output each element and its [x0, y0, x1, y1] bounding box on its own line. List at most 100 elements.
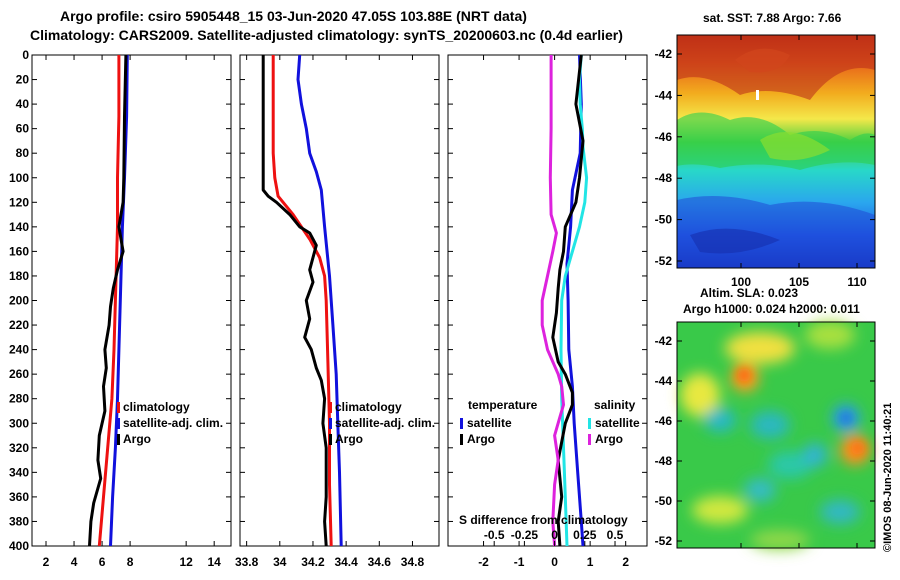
- depth-tick-label: 60: [16, 122, 30, 136]
- series-climatology: [97, 55, 121, 546]
- lat-tick-label: -48: [655, 454, 673, 468]
- legend-swatch: [117, 418, 120, 429]
- x-tick-label: -2: [478, 555, 489, 569]
- lat-tick-label: -42: [655, 334, 673, 348]
- lat-tick-label: -46: [655, 130, 673, 144]
- x-tick-label: 1: [587, 555, 594, 569]
- legend-label: satellite-adj. clim.: [335, 416, 435, 430]
- depth-tick-label: 340: [9, 465, 29, 479]
- lon-tick-label: 105: [789, 275, 809, 289]
- x-tick-label: 34.8: [401, 555, 425, 569]
- x-tick-label: 34.6: [368, 555, 392, 569]
- depth-tick-label: 120: [9, 195, 29, 209]
- legends: climatology satellite-adj. clim. Argo clima…: [117, 398, 640, 446]
- lon-tick-label: 110: [847, 275, 867, 289]
- sst-map-frame: [676, 34, 876, 269]
- series-argo: [88, 55, 128, 546]
- x-tick-label: 33.8: [235, 555, 259, 569]
- legend-swatch: [460, 434, 463, 445]
- series-s-argo: [540, 55, 565, 546]
- sst-map: [677, 35, 875, 268]
- lat-tick-label: -44: [655, 374, 673, 388]
- legend-label: Argo: [467, 432, 495, 446]
- s-difference-label: S difference from climatology: [459, 513, 628, 527]
- lat-tick-label: -52: [655, 534, 673, 548]
- difference_from_climatology-series-group: [540, 55, 589, 546]
- legend-title-temperature: temperature: [468, 398, 538, 412]
- depth-tick-label: 280: [9, 392, 29, 406]
- temperature-panel-frame: [31, 54, 232, 547]
- lat-tick-label: -50: [655, 213, 673, 227]
- sla-map-frame: [676, 321, 876, 549]
- legend-swatch: [329, 434, 332, 445]
- x-tick-label: 6: [99, 555, 106, 569]
- legend-swatch: [329, 402, 332, 413]
- x-tick-label: 0: [551, 555, 558, 569]
- x-tick-label: 2: [43, 555, 50, 569]
- x-axes: 2 4 6 8 12 14 33.8 34 34.2 34.4 34.6 34.8 -2 -1 0 1 2: [43, 55, 629, 569]
- legend-label: Argo: [595, 432, 623, 446]
- depth-tick-label: 160: [9, 244, 29, 258]
- legend-label: satellite: [595, 416, 640, 430]
- legend-label: satellite-adj. clim.: [123, 416, 223, 430]
- legend-swatch: [460, 418, 463, 429]
- legend-title-salinity: salinity: [594, 398, 636, 412]
- s-diff-tick-label: -0.5: [484, 528, 505, 542]
- imos-credit: ©IMOS 08-Jun-2020 11:40:21: [882, 403, 894, 552]
- x-tick-label: 4: [71, 555, 78, 569]
- sla-map-axes: -42 -44 -46 -48 -50 -52: [655, 322, 875, 548]
- legend-label: Argo: [335, 432, 363, 446]
- legend-label: climatology: [335, 400, 402, 414]
- depth-axis: 0 20 40 60 80 100 120 140 160 180 200 220 240 260 280 3…: [9, 48, 647, 553]
- difference-panel-frame: [447, 54, 648, 547]
- sst-caption: sat. SST: 7.88 Argo: 7.66: [703, 11, 842, 25]
- x-tick-label: 14: [208, 555, 222, 569]
- title-line-2: Climatology: CARS2009. Satellite-adjuste…: [30, 27, 623, 43]
- legend-label: climatology: [123, 400, 190, 414]
- legend-swatch: [588, 418, 591, 429]
- x-tick-label: 34.2: [301, 555, 325, 569]
- depth-tick-label: 80: [16, 146, 30, 160]
- series-argo: [261, 55, 328, 546]
- depth-tick-label: 400: [9, 539, 29, 553]
- title-line-1: Argo profile: csiro 5905448_15 03-Jun-20…: [60, 8, 527, 24]
- series-t-satellite: [565, 55, 585, 546]
- depth-tick-label: 40: [16, 97, 30, 111]
- depth-tick-label: 220: [9, 318, 29, 332]
- lat-tick-label: -42: [655, 47, 673, 61]
- legend-swatch: [117, 402, 120, 413]
- x-tick-label: 2: [622, 555, 629, 569]
- legend-label: satellite: [467, 416, 512, 430]
- s-diff-tick-label: 0.25: [573, 528, 597, 542]
- legend-swatch: [329, 418, 332, 429]
- depth-tick-label: 100: [9, 171, 29, 185]
- x-tick-label: 34: [273, 555, 287, 569]
- depth-tick-label: 200: [9, 294, 29, 308]
- s-diff-tick-label: 0.5: [607, 528, 624, 542]
- s-diff-tick-label: -0.25: [511, 528, 539, 542]
- depth-tick-label: 0: [22, 48, 29, 62]
- depth-tick-label: 240: [9, 343, 29, 357]
- x-tick-label: 12: [179, 555, 193, 569]
- s-difference-ticks: -0.5 -0.25 0 0.25 0.5: [484, 528, 624, 546]
- legend-swatch: [117, 434, 120, 445]
- lon-tick-label: 100: [731, 275, 751, 289]
- depth-tick-label: 320: [9, 441, 29, 455]
- legend-swatch: [588, 434, 591, 445]
- s-diff-tick-label: 0: [551, 528, 558, 542]
- depth-tick-label: 180: [9, 269, 29, 283]
- sla-caption-1: Altim. SLA: 0.023: [700, 286, 798, 300]
- salinity-series-group: [261, 55, 343, 546]
- x-tick-label: 8: [127, 555, 134, 569]
- x-tick-label: 34.4: [334, 555, 358, 569]
- depth-tick-label: 360: [9, 490, 29, 504]
- legend-label: Argo: [123, 432, 151, 446]
- depth-tick-label: 140: [9, 220, 29, 234]
- x-tick-label: -1: [514, 555, 525, 569]
- series-t-argo: [551, 55, 585, 546]
- lat-tick-label: -52: [655, 254, 673, 268]
- depth-tick-label: 380: [9, 514, 29, 528]
- depth-tick-label: 260: [9, 367, 29, 381]
